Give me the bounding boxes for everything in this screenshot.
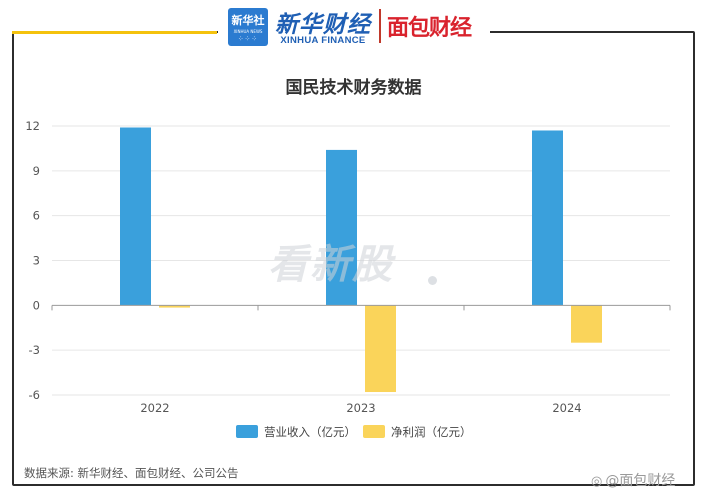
brand-name-en: XINHUA FINANCE [280,35,366,46]
legend-label-revenue: 营业收入（亿元） [264,425,356,439]
weibo-watermark: ◎ @面包财经 [591,470,675,490]
y-tick-label: -3 [29,343,40,357]
x-tick-label: 2024 [552,401,581,415]
weibo-handle: @面包财经 [605,473,676,489]
y-tick-label: 0 [33,298,40,312]
data-source-note: 数据来源: 新华财经、面包财经、公司公告 [24,466,239,480]
brand-name-cn: 新华财经 [275,11,371,38]
legend-label-net-profit: 净利润（亿元） [391,425,472,439]
bar-net-profit-2022 [159,305,190,308]
y-tick-label: 6 [33,209,40,223]
watermark-dot [428,276,437,285]
axes [51,304,671,311]
bar-net-profit-2024 [571,305,602,343]
logo-divider [379,9,381,43]
bar-revenue-2023 [326,149,357,306]
y-tick-label: 12 [25,119,40,133]
x-tick-label: 2022 [140,401,169,415]
bar-revenue-2022 [120,127,151,306]
y-tick-label: 3 [33,254,40,268]
weibo-icon: ◎ [591,474,603,489]
x-tick-label: 2023 [346,401,375,415]
watermark: 看新股 [268,242,394,288]
bar-net-profit-2023 [365,305,396,393]
frame-accent-bar [12,31,217,34]
xinhuashe-logo-en: XINHUA NEWS [233,29,263,34]
grid-lines [52,125,670,396]
y-tick-label: 9 [33,164,40,178]
xinhuashe-logo: 新华社 XINHUA NEWS ⁘⁘⁘ [228,8,268,46]
chart-title: 国民技术财务数据 [285,78,422,98]
xinhuashe-logo-cn: 新华社 [231,14,265,27]
bars [120,127,602,393]
y-tick-label: -6 [29,388,40,402]
xinhuashe-logo-pattern: ⁘⁘⁘ [237,35,259,43]
bar-revenue-2024 [532,130,563,306]
legend-swatch-revenue [236,425,258,438]
legend-swatch-net-profit [363,425,385,438]
partner-logo: 面包财经 [387,16,472,41]
tick-labels: 12 9 6 3 0 -3 -6 2022 2023 2024 [25,119,581,415]
